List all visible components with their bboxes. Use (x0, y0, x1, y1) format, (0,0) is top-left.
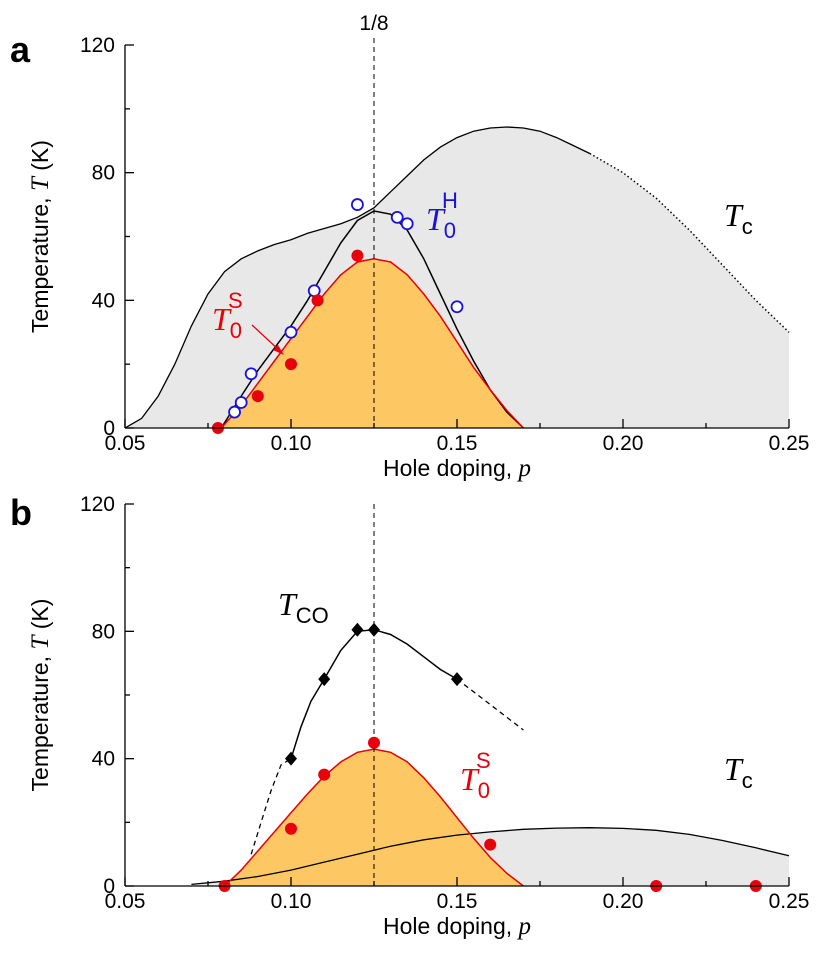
t0h-label-sup: H (442, 188, 458, 213)
tc-label-sub: c (742, 768, 753, 793)
panel-a-curves (124, 38, 790, 429)
y-tick-label: 80 (92, 620, 115, 643)
t0h-data-point (284, 325, 298, 339)
t0s-dome-region (224, 749, 524, 886)
t0s-data-point (318, 768, 331, 781)
y-tick-label: 120 (80, 34, 115, 57)
t0s-label: T0 S (212, 288, 243, 343)
tco-curve (290, 628, 458, 759)
t0s-data-point (351, 249, 364, 262)
y-axis-title: Temperature, T (K) (27, 140, 54, 333)
x-axis-title-var: p (517, 913, 532, 940)
panel-a-letter: a (10, 29, 31, 70)
t0h-label: T0 H (426, 188, 458, 243)
panel-a-markers (211, 198, 464, 434)
tc-label-main: T (724, 751, 744, 787)
t0h-label-sub: 0 (444, 218, 456, 243)
t0h-data-point (234, 396, 248, 409)
tco-data-point (318, 672, 331, 687)
y-axis-title-var: T (27, 634, 54, 650)
x-axis-title-var: p (517, 455, 532, 482)
tco-label: TCO (278, 586, 329, 628)
x-axis-title-text: Hole doping, (383, 455, 519, 481)
t0h-data-point (390, 210, 404, 224)
t0s-label-sup: S (476, 748, 491, 773)
y-tick-label: 0 (103, 875, 115, 898)
t0h-data-point (400, 217, 414, 231)
x-tick-label: 0.25 (769, 890, 810, 913)
panel-b: b 0 40 80 120 0.05 0.10 0.15 0.20 0.25 Hole dopin… (10, 492, 809, 940)
t0s-data-point (251, 390, 264, 403)
y-axis-title-var: T (27, 175, 54, 191)
tc-curve (124, 126, 591, 429)
t0s-arrow-head (273, 345, 284, 355)
t0h-data-point (244, 367, 258, 381)
t0s-label: T0 S (460, 748, 491, 803)
t0s-data-point (285, 822, 297, 835)
x-tick-label: 0.05 (105, 432, 146, 455)
t0s-data-point (484, 838, 497, 851)
x-axis-title: Hole doping, p (383, 913, 531, 940)
t0s-data-point (285, 358, 297, 371)
panel-b-markers (218, 622, 762, 892)
y-axis-title-text: Temperature, (27, 650, 53, 792)
y-tick-label: 80 (92, 162, 115, 185)
x-tick-label: 0.20 (603, 890, 644, 913)
x-tick-label: 0.10 (271, 432, 312, 455)
x-tick-label: 0.20 (603, 432, 644, 455)
tc-label-sub: c (742, 214, 753, 239)
panel-a-axes: 0 40 80 120 0.05 0.10 0.15 0.20 0.25 Hole doping,… (27, 34, 809, 482)
x-tick-label: 0.15 (437, 890, 478, 913)
panel-a-fills (125, 127, 789, 428)
y-axis-title: Temperature, T (K) (27, 599, 54, 792)
t0s-label-sup: S (228, 288, 243, 313)
t0s-arrow-line (251, 324, 281, 352)
t0h-label-main: T (426, 201, 446, 237)
t0s-label-sub: 0 (478, 778, 490, 803)
tc-label-main: T (724, 197, 744, 233)
one-eighth-label: 1/8 (359, 12, 388, 35)
t0s-data-point (311, 294, 324, 307)
t0h-data-point (228, 405, 241, 419)
x-tick-label: 0.05 (105, 890, 146, 913)
y-tick-label: 40 (92, 748, 115, 771)
x-tick-label: 0.25 (769, 432, 810, 455)
t0h-data-point (350, 198, 364, 211)
tc-label: Tc (724, 751, 753, 793)
y-axis-title-text: Temperature, (27, 191, 53, 333)
panel-a: a 0 40 80 120 0.05 0.10 0.15 0.20 0.25 Hole dopin… (10, 12, 809, 482)
panel-b-curves (191, 504, 790, 887)
t0s-dome-region (221, 258, 524, 428)
tco-curve-extrapolated-high (456, 678, 524, 731)
y-tick-label: 120 (80, 493, 115, 516)
y-tick-label: 0 (103, 417, 115, 440)
t0s-label-main: T (212, 301, 232, 337)
x-tick-label: 0.15 (437, 432, 478, 455)
panel-b-letter: b (10, 492, 32, 533)
tc-label: Tc (724, 197, 753, 239)
y-axis-title-unit: (K) (27, 599, 53, 636)
x-tick-label: 0.10 (271, 890, 312, 913)
tco-label-sub: CO (296, 603, 329, 628)
tco-data-point (451, 672, 463, 687)
y-tick-label: 40 (92, 289, 115, 312)
x-axis-title: Hole doping, p (383, 455, 531, 482)
tco-curve-extrapolated-low (250, 758, 292, 855)
x-axis-title-text: Hole doping, (383, 913, 519, 939)
t0s-label-main: T (460, 761, 480, 797)
t0h-data-point (450, 300, 464, 314)
tco-data-point (351, 622, 364, 637)
panel-b-axes: 0 40 80 120 0.05 0.10 0.15 0.20 0.25 Hole doping,… (27, 493, 809, 940)
tco-data-point (285, 751, 297, 766)
tc-curve (191, 827, 790, 886)
t0s-label-sub: 0 (230, 318, 242, 343)
tco-label-main: T (278, 586, 298, 622)
y-axis-title-unit: (K) (27, 140, 53, 177)
t0s-data-point (368, 736, 380, 749)
tco-data-point (368, 622, 380, 637)
